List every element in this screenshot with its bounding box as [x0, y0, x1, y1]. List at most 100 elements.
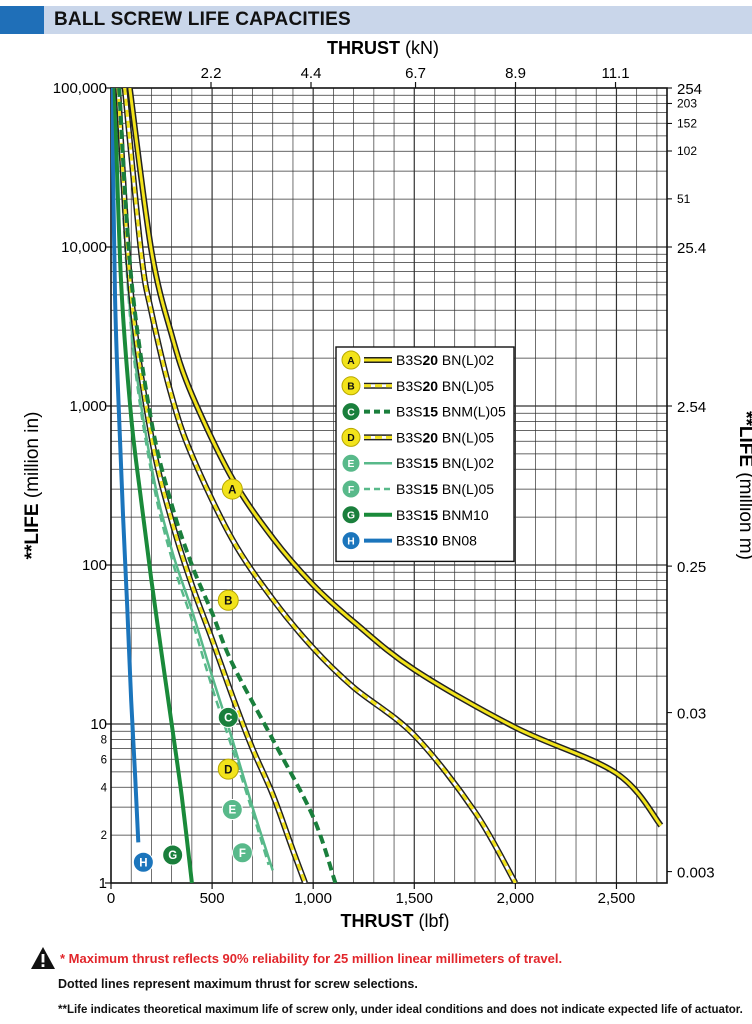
y-tick-label: 1,000 — [69, 398, 107, 415]
legend-badge-f-circle — [341, 479, 361, 499]
header-accent — [0, 6, 44, 34]
x-tick-label: 500 — [200, 890, 225, 907]
series-g — [112, 88, 194, 883]
legend-badge-f-letter: F — [348, 485, 354, 496]
legend-badge-c-letter: C — [347, 407, 355, 418]
curve-badge-c-circle — [217, 706, 239, 728]
legend-badge-h-circle — [341, 531, 361, 551]
series-c — [117, 88, 338, 883]
y2-tick-label: 2.54 — [677, 399, 706, 416]
header-band: BALL SCREW LIFE CAPACITIES — [0, 6, 752, 34]
y2-tick-label: 51 — [677, 192, 691, 206]
legend-badge-f: F — [341, 479, 361, 499]
legend-badge-d: D — [341, 427, 361, 447]
y-tick-label: 100 — [82, 557, 107, 574]
x-tick-label: 0 — [107, 890, 115, 907]
curve-badges: A B C D E F G H — [132, 478, 253, 873]
y-tick-label: 10 — [90, 716, 107, 733]
curve-badge-a-circle — [221, 478, 243, 500]
legend: A B3S20 BN(L)02 B B3S20 BN(L)05 C B3S15 BNM(L… — [335, 346, 515, 563]
legend-badge-a-circle — [341, 350, 361, 370]
legend-badge-g: G — [341, 505, 361, 525]
curves — [111, 88, 664, 883]
legend-box — [335, 346, 515, 563]
x-tick-label: 1,500 — [395, 890, 433, 907]
y2-tick-label: 0.03 — [677, 706, 706, 723]
x-tick-label: 1,000 — [294, 890, 332, 907]
curve-badge-d-letter: D — [224, 764, 232, 776]
curve-badge-f-letter: F — [239, 848, 246, 860]
y2-tick-label: 152 — [677, 116, 697, 130]
warning-text: * Maximum thrust reflects 90% reliabilit… — [60, 951, 563, 966]
legend-label-f: B3S15 BN(L)05 — [396, 481, 494, 497]
curve-badge-g-circle — [162, 844, 184, 866]
legend-label-b: B3S20 BN(L)05 — [396, 378, 494, 394]
curve-badge-g: G — [162, 844, 184, 866]
y2-tick-label: 102 — [677, 144, 697, 158]
legend-label-h: B3S10 BN08 — [396, 533, 477, 549]
life-note: **Life indicates theoretical maximum lif… — [58, 1004, 743, 1016]
legend-item-f: F B3S15 BN(L)05 — [341, 479, 494, 499]
legend-badge-h-letter: H — [347, 536, 354, 547]
y-tick-label: 10,000 — [61, 239, 107, 256]
legend-label-c: B3S15 BNM(L)05 — [396, 404, 506, 420]
series-b — [121, 88, 519, 883]
x-tick-label: 2,000 — [497, 890, 535, 907]
series-h — [111, 88, 141, 843]
x-tick-label: 2,500 — [598, 890, 636, 907]
y-axis-title: **LIFE (million in) — [22, 412, 43, 560]
curve-badge-e-circle — [221, 798, 243, 820]
legend-badge-a-letter: A — [347, 356, 355, 367]
legend-badge-c: C — [341, 402, 361, 422]
curve-badge-c-letter: C — [224, 713, 232, 725]
x2-tick-label: 11.1 — [601, 65, 629, 82]
curve-badge-b-circle — [217, 589, 239, 611]
legend-item-d: D B3S20 BN(L)05 — [341, 427, 494, 447]
legend-badge-d-letter: D — [347, 433, 355, 444]
curve-badge-h: H — [132, 851, 154, 873]
series-h-line — [111, 88, 141, 843]
x2-tick-label: 8.9 — [505, 65, 526, 82]
series-a-fill — [128, 88, 663, 827]
legend-badge-e-circle — [341, 453, 361, 473]
legend-badge-g-circle — [341, 505, 361, 525]
y2-tick-label: 25.4 — [677, 240, 706, 257]
curve-badge-e-letter: E — [228, 805, 236, 817]
legend-item-h: H B3S10 BN08 — [341, 531, 477, 551]
legend-badge-b-circle — [341, 376, 361, 396]
legend-badge-b-letter: B — [347, 382, 354, 393]
legend-badge-g-letter: G — [347, 511, 355, 522]
y-minor-tick-label: 4 — [101, 782, 108, 794]
series-a — [126, 88, 664, 828]
series-b-dash — [123, 88, 517, 883]
legend-badge-b: B — [341, 376, 361, 396]
legend-badge-a: A — [341, 350, 361, 370]
legend-item-c: C B3S15 BNM(L)05 — [341, 402, 506, 422]
legend-badge-d-circle — [341, 427, 361, 447]
legend-item-e: E B3S15 BN(L)02 — [341, 453, 494, 473]
y-tick-label: 100,000 — [53, 80, 107, 97]
warning-line: * Maximum thrust reflects 90% reliabilit… — [30, 946, 750, 972]
x2-axis-title: THRUST (kN) — [327, 38, 439, 58]
legend-item-g: G B3S15 BNM10 — [341, 505, 489, 525]
dotted-lines-note: Dotted lines represent maximum thrust fo… — [58, 977, 418, 991]
legend-item-b: B B3S20 BN(L)05 — [341, 376, 494, 396]
curve-badge-f: F — [231, 842, 253, 864]
curve-badge-d-circle — [217, 758, 239, 780]
legend-label-a: B3S20 BN(L)02 — [396, 352, 494, 368]
page-title: BALL SCREW LIFE CAPACITIES — [54, 9, 351, 30]
y2-tick-label: 0.003 — [677, 865, 715, 882]
x2-tick-label: 4.4 — [301, 65, 322, 82]
legend-label-g: B3S15 BNM10 — [396, 507, 489, 523]
life-chart: 0 500 1,000 1,500 2,000 2,500 THRUST (lbf) 2.2 4… — [22, 38, 752, 931]
x-axis-title: THRUST (lbf) — [341, 911, 450, 931]
y-minor-tick-label: 6 — [101, 754, 107, 766]
series-d — [115, 88, 308, 883]
legend-badge-h: H — [341, 531, 361, 551]
warning-triangle-icon — [31, 947, 55, 969]
curve-badge-e: E — [221, 798, 243, 820]
curve-badge-b: B — [217, 589, 239, 611]
curve-badge-h-letter: H — [139, 857, 147, 869]
y-minor-tick-label: 2 — [101, 830, 107, 842]
curve-badge-a-letter: A — [228, 484, 236, 496]
